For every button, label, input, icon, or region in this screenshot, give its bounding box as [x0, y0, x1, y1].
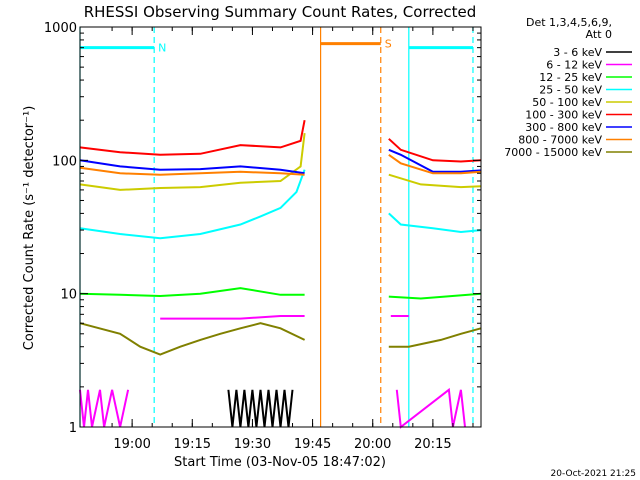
series-line	[79, 322, 306, 356]
y-tick-label: 100	[52, 154, 77, 169]
series-group	[79, 120, 482, 429]
legend-label: 7000 - 15000 keV	[504, 146, 602, 159]
x-tick-label: 19:15	[174, 437, 211, 452]
y-tick-label: 10	[60, 288, 77, 303]
legend-header: Det 1,3,4,5,6,9,	[526, 16, 612, 29]
legend-label: 12 - 25 keV	[539, 71, 602, 84]
series-line	[79, 389, 130, 428]
y-axis: 1 10 100 1000	[44, 21, 481, 436]
orbit-bar-label: S	[385, 38, 392, 51]
legend-label: 25 - 50 keV	[539, 84, 602, 97]
x-tick-label: 19:45	[294, 437, 331, 452]
series-line	[388, 138, 482, 163]
series-line	[395, 387, 466, 429]
legend-label: 50 - 100 keV	[532, 96, 602, 109]
series-line	[79, 166, 305, 176]
legend-label: 100 - 300 keV	[525, 109, 602, 122]
series-line	[388, 173, 482, 189]
series-line	[388, 153, 482, 175]
series-line	[79, 287, 305, 298]
legend-label: 6 - 12 keV	[546, 59, 602, 72]
series-line	[79, 132, 306, 191]
y-tick-label: 1	[69, 421, 77, 436]
series-line	[388, 212, 482, 234]
series-line	[79, 120, 306, 156]
footer-date: 20-Oct-2021 21:25	[551, 469, 636, 479]
legend-label: 3 - 6 keV	[553, 46, 602, 59]
legend-header: Att 0	[586, 28, 612, 41]
series-line	[227, 389, 294, 428]
legend-label: 300 - 800 keV	[525, 121, 602, 134]
legend-label: 800 - 7000 keV	[518, 134, 602, 147]
x-axis-label: Start Time (03-Nov-05 18:47:02)	[174, 455, 386, 470]
orbit-bar-label: N	[158, 42, 166, 55]
y-tick-label: 1000	[44, 21, 77, 36]
y-axis-label: Corrected Count Rate (s⁻¹ detector⁻¹)	[22, 106, 37, 351]
series-line	[79, 169, 306, 240]
x-tick-label: 20:15	[414, 437, 451, 452]
x-tick-label: 19:30	[234, 437, 271, 452]
series-line	[79, 159, 305, 175]
plot-frame	[79, 26, 482, 428]
x-tick-label: 19:00	[113, 437, 150, 452]
x-tick-label: 20:00	[354, 437, 391, 452]
series-line	[388, 327, 482, 348]
chart-title: RHESSI Observing Summary Count Rates, Co…	[84, 3, 477, 21]
series-line	[388, 292, 482, 300]
series-line	[160, 315, 305, 320]
x-axis: 19:00 19:15 19:30 19:45 20:00 20:15	[111, 27, 474, 452]
series-line	[388, 148, 482, 173]
